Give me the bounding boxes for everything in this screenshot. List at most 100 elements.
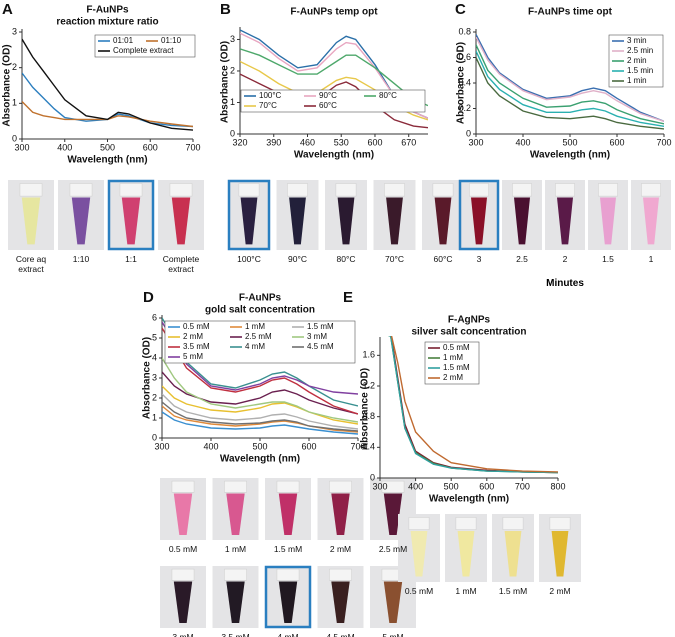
x-tick-label: 400 (203, 441, 218, 451)
series-line (476, 34, 664, 122)
y-tick-label: 4 (152, 352, 157, 362)
legend-label: 1.5 mM (307, 322, 334, 331)
x-tick-label: 460 (300, 137, 315, 147)
y-tick-label: 3 (230, 34, 235, 44)
sample-label: 1 (648, 254, 654, 264)
x-tick-label: 700 (185, 142, 200, 152)
sample-highlight (458, 179, 500, 251)
sample-tube (551, 531, 569, 577)
sample-label: 1:1 (125, 254, 137, 264)
series-line (240, 48, 428, 107)
sample-cap (384, 183, 405, 197)
x-tick-label: 400 (57, 142, 72, 152)
sample-tube (337, 197, 355, 245)
x-tick-label: 320 (232, 137, 247, 147)
sample-tube (289, 197, 306, 245)
sample-cap (224, 480, 247, 493)
y-tick-label: 1.2 (362, 380, 375, 390)
legend-label: 2 min (627, 56, 647, 65)
panel-letter: C (455, 1, 466, 18)
x-tick-label: 300 (14, 142, 29, 152)
legend-label: 70°C (259, 101, 277, 110)
sample-label: 2.5 mM (378, 544, 408, 554)
y-tick-label: 0.8 (458, 26, 471, 36)
sample-cap (119, 183, 143, 197)
sample-label: 60°C (433, 254, 453, 264)
sample-cap (512, 183, 532, 197)
sample-label: 2 (562, 254, 568, 264)
legend-label: 01:01 (113, 36, 134, 45)
sample-cap (19, 183, 43, 197)
sample-label: 4.5 mM (326, 632, 355, 637)
series-line (162, 393, 358, 430)
sample-tube (331, 493, 350, 536)
sample-label: 5 mM (382, 632, 404, 637)
sample-label: 1:10 (72, 254, 90, 264)
y-tick-label: 5 (152, 332, 157, 342)
y-axis-label: Absorbance (OD) (456, 42, 467, 124)
sample-label: 3 mM (172, 632, 194, 637)
y-tick-label: 2 (12, 62, 17, 72)
sample-cap (276, 568, 300, 581)
y-tick-label: 1.6 (362, 350, 375, 360)
series-line (22, 72, 193, 128)
x-tick-label: 500 (252, 441, 267, 451)
y-tick-label: 0 (230, 128, 235, 138)
y-tick-label: 1 (12, 98, 17, 108)
y-tick-label: 0.4 (362, 442, 375, 452)
x-axis-label: Wavelength (nm) (429, 494, 509, 505)
legend-label: 100°C (259, 91, 282, 100)
x-tick-label: 800 (550, 481, 565, 491)
series-line (476, 44, 664, 125)
sample-label: Core aq extract (15, 254, 47, 274)
legend-label: 90°C (319, 91, 337, 100)
chart-subtitle: gold salt concentration (205, 305, 315, 316)
series-line (22, 101, 193, 128)
y-axis-label: Absorbance (OD) (220, 41, 231, 123)
legend-label: 3 mM (307, 332, 327, 341)
sample-label: 3 (476, 254, 482, 264)
sample-tube (278, 581, 298, 624)
series-line (162, 371, 358, 415)
legend-box (424, 341, 480, 385)
series-line (388, 336, 558, 474)
x-tick-label: 600 (143, 142, 158, 152)
series-line (162, 401, 358, 432)
y-axis-label: Absorbance (OD) (360, 368, 371, 450)
sample-label: 2.5 (516, 254, 528, 264)
x-axis-label: Wavelength (nm) (294, 150, 374, 161)
sample-tube (173, 493, 193, 536)
y-tick-label: 0.4 (458, 77, 471, 87)
y-tick-label: 3 (152, 372, 157, 382)
x-tick-label: 700 (656, 137, 671, 147)
sample-cap (171, 568, 195, 581)
x-tick-label: 700 (350, 441, 365, 451)
y-tick-label: 0.8 (362, 411, 375, 421)
x-tick-label: 400 (515, 137, 530, 147)
panel-letter: A (2, 1, 13, 18)
sample-label: 1.5 mM (498, 586, 528, 596)
sample-cap (469, 183, 489, 197)
legend-label: 3.5 mM (183, 342, 210, 351)
legend-label: 1.5 mM (443, 363, 470, 372)
legend-label: 0.5 mM (443, 343, 470, 352)
sample-cap (329, 568, 352, 581)
sample-label: 4 mM (277, 632, 299, 637)
sample-cap (381, 480, 405, 493)
sample-tube (457, 531, 475, 577)
y-tick-label: 6 (152, 312, 157, 322)
y-tick-label: 2 (152, 392, 157, 402)
x-tick-label: 530 (334, 137, 349, 147)
sample-cap (238, 183, 260, 197)
legend-label: Complete extract (113, 46, 174, 55)
legend-label: 0.5 mM (183, 322, 210, 331)
panel-letter: B (220, 1, 231, 18)
x-tick-label: 390 (266, 137, 281, 147)
y-tick-label: 0 (12, 133, 17, 143)
sample-cap (171, 480, 195, 493)
sample-label: 2 mM (549, 586, 571, 596)
legend-label: 4.5 mM (307, 342, 334, 351)
sample-label: 3.5 mM (221, 632, 250, 637)
series-line (162, 327, 358, 415)
